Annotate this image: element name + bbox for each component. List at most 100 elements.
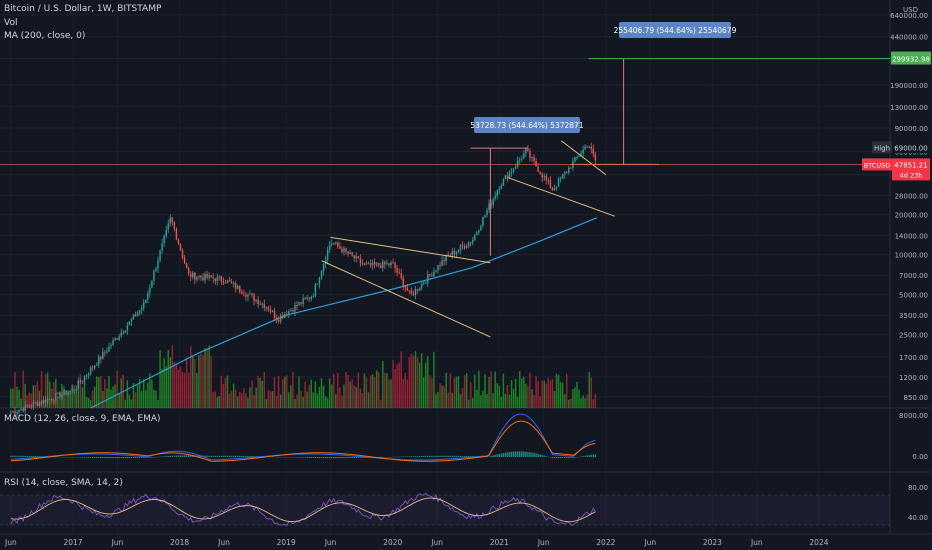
macd-hist-bar	[437, 455, 439, 457]
candle-body	[469, 242, 472, 244]
macd-hist-bar	[514, 451, 517, 457]
volume-bar	[179, 366, 182, 408]
volume-bar	[277, 376, 280, 408]
macd-hist-bar	[245, 455, 247, 457]
candle-body	[114, 338, 116, 341]
volume-bar	[451, 392, 454, 408]
macd-line	[10, 413, 596, 461]
price-tick-label: 3500.00	[899, 312, 928, 320]
volume-bar	[500, 396, 503, 408]
volume-bar	[492, 393, 494, 408]
candle-body	[453, 251, 456, 255]
volume-bar	[402, 379, 404, 408]
candle-body	[369, 263, 372, 266]
volume-bar	[281, 378, 284, 408]
macd-hist-bar	[469, 456, 472, 457]
macd-hist-bar	[159, 456, 161, 458]
volume-bar	[214, 391, 216, 408]
volume-bar	[337, 372, 339, 408]
candle-body	[508, 172, 511, 179]
candle-body	[490, 203, 492, 206]
macd-hist-bar	[382, 457, 384, 458]
candle-body	[310, 296, 313, 299]
candle-body	[234, 283, 237, 289]
candle-body	[375, 263, 378, 265]
rsi-legend[interactable]: RSI (14, close, SMA, 14, 2)	[4, 478, 123, 488]
volume-bar	[476, 389, 478, 408]
volume-bar	[298, 376, 300, 408]
volume-bar	[81, 387, 84, 408]
candle-body	[151, 281, 153, 288]
volume-bar	[512, 388, 515, 408]
rsi-tick-label: 40.00	[908, 514, 928, 522]
macd-hist-bar	[55, 456, 57, 458]
vol-legend[interactable]: Vol	[4, 18, 18, 28]
volume-bar	[300, 391, 302, 408]
macd-hist-bar	[71, 457, 73, 458]
macd-hist-bar	[198, 455, 200, 457]
candle-body	[570, 167, 572, 169]
candle-body	[159, 250, 161, 261]
volume-bar	[324, 396, 327, 408]
macd-hist-bar	[124, 457, 127, 459]
volume-bar	[100, 376, 102, 408]
candle-body	[547, 179, 550, 181]
volume-bar	[138, 378, 141, 408]
candle-body	[300, 302, 302, 304]
macd-hist-bar	[87, 457, 90, 458]
volume-bar	[416, 357, 419, 408]
macd-hist-bar	[418, 456, 421, 457]
volume-bar	[294, 398, 296, 408]
candle-body	[110, 345, 112, 347]
macd-hist-bar	[537, 453, 539, 457]
volume-bar	[406, 379, 409, 408]
candle-body	[185, 263, 188, 268]
macd-hist-bar	[14, 455, 16, 457]
macd-legend[interactable]: MACD (12, 26, close, 9, EMA, EMA)	[4, 414, 161, 424]
volume-bar	[572, 388, 574, 408]
candle-body	[465, 246, 468, 248]
candle-body	[345, 248, 347, 252]
trend-line	[330, 236, 491, 264]
volume-bar	[345, 371, 347, 408]
volume-bar	[26, 395, 28, 408]
macd-hist-bar	[590, 454, 592, 457]
ma-legend[interactable]: MA (200, close, 0)	[4, 31, 86, 41]
macd-hist-bar	[486, 456, 488, 458]
rsi-tick-label: 80.00	[908, 484, 928, 492]
volume-bar	[10, 388, 12, 408]
candle-body	[478, 230, 480, 233]
macd-hist-bar	[467, 456, 470, 457]
candle-body	[572, 161, 574, 169]
candle-body	[124, 330, 127, 333]
candle-body	[48, 398, 51, 400]
volume-bar	[95, 376, 98, 408]
symbol-legend[interactable]: Bitcoin / U.S. Dollar, 1W, BITSTAMP	[4, 4, 162, 14]
macd-hist-bar	[65, 457, 67, 458]
trend-line	[507, 177, 615, 217]
volume-bar	[486, 393, 488, 408]
volume-bar	[142, 378, 145, 408]
candle-body	[331, 243, 333, 245]
volume-bar	[304, 381, 306, 408]
macd-hist-bar	[22, 455, 24, 457]
symbol-tag	[862, 158, 892, 171]
macd-hist-bar	[175, 455, 178, 457]
volume-bar	[422, 377, 425, 408]
rsi-line	[10, 492, 596, 527]
volume-bar	[232, 383, 235, 408]
time-axis: Jun 2017 Jun 2018 Jun 2019 Jun 2020 Jun 2021 Jun 20…	[4, 538, 829, 547]
candle-body	[516, 160, 519, 167]
volume-bar	[545, 383, 548, 408]
macd-hist-bar	[237, 455, 239, 457]
candle-body	[36, 402, 39, 406]
macd-hist-bar	[281, 457, 284, 458]
candle-body	[265, 307, 268, 309]
candle-body	[257, 299, 259, 305]
volume-bar	[328, 378, 331, 408]
candle-body	[351, 252, 353, 256]
macd-hist-bar	[185, 455, 188, 457]
candle-body	[445, 254, 447, 262]
volume-bar	[355, 387, 357, 408]
